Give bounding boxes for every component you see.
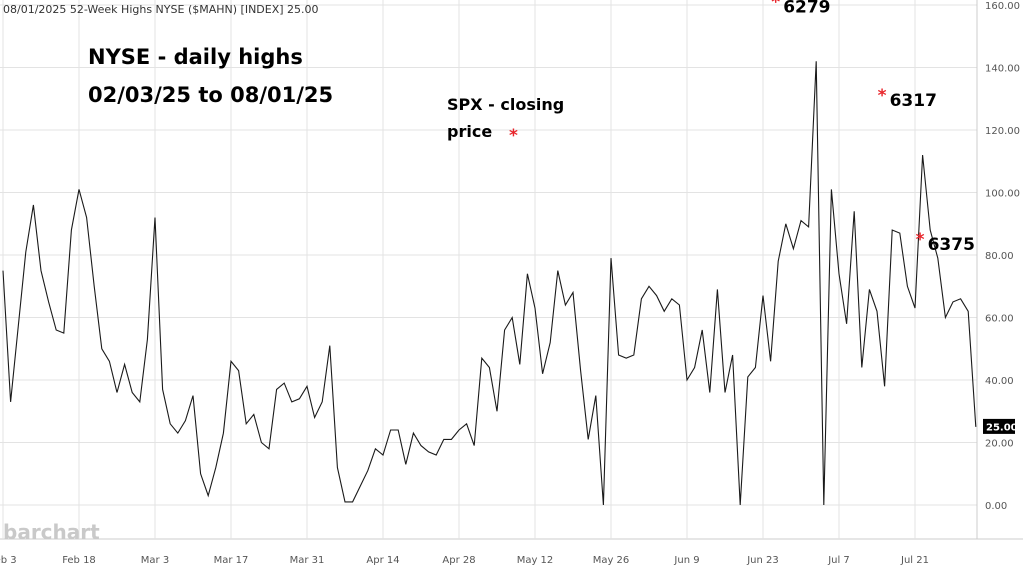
- annotation-marker: *: [878, 86, 887, 106]
- y-tick-label: 20.00: [985, 439, 1014, 450]
- x-tick-label: Apr 28: [442, 555, 475, 566]
- y-tick-label: 160.00: [985, 1, 1020, 12]
- x-tick-label: Feb 18: [62, 555, 96, 566]
- x-tick-label: Mar 17: [214, 555, 249, 566]
- last-value-box: [983, 418, 1015, 434]
- y-tick-label: 120.00: [985, 126, 1020, 137]
- last-value-badge: 25.00: [983, 418, 1018, 434]
- series-line: [2, 61, 977, 506]
- y-axis: 0.00 20.00 40.00 60.00 80.00 100.00 120.00 140.…: [985, 1, 1020, 512]
- annotation-label: 6375: [928, 235, 975, 255]
- x-tick-label: Apr 14: [366, 555, 399, 566]
- y-tick-label: 60.00: [985, 314, 1014, 325]
- grid-layer: [0, 0, 1023, 540]
- title-line-1: NYSE - daily highs: [88, 45, 303, 69]
- last-value-label: 25.00: [986, 422, 1018, 433]
- legend-line-2: price: [447, 122, 492, 141]
- x-tick-label: Jul 21: [900, 555, 929, 566]
- annotations: * 6279* 6317* 6375: [771, 0, 975, 255]
- x-tick-label: Jul 7: [827, 555, 850, 566]
- y-tick-label: 40.00: [985, 376, 1014, 387]
- x-tick-label: Jun 23: [746, 555, 779, 566]
- legend-line-1: SPX - closing: [447, 95, 564, 114]
- annotation-label: 6279: [783, 0, 830, 17]
- x-tick-label: Feb 3: [0, 555, 17, 566]
- chart-header: 08/01/2025 52-Week Highs NYSE ($MAHN) [I…: [3, 3, 319, 16]
- title-line-2: 02/03/25 to 08/01/25: [88, 83, 333, 107]
- y-tick-label: 140.00: [985, 64, 1020, 75]
- y-tick-label: 100.00: [985, 189, 1020, 200]
- annotation-label: 6317: [890, 91, 937, 111]
- x-tick-label: Jun 9: [673, 555, 699, 566]
- legend-marker: *: [509, 126, 518, 146]
- x-tick-label: Mar 31: [290, 555, 325, 566]
- x-tick-label: May 26: [593, 555, 630, 566]
- annotation-marker: *: [916, 230, 925, 250]
- annotation-marker: *: [771, 0, 780, 12]
- y-tick-label: 0.00: [985, 501, 1007, 512]
- x-axis: Feb 3 Feb 18 Mar 3 Mar 17 Mar 31 Apr 14 Apr 28…: [0, 555, 929, 566]
- x-tick-label: May 12: [517, 555, 554, 566]
- barchart-watermark: barchart: [3, 520, 100, 544]
- y-tick-label: 80.00: [985, 251, 1014, 262]
- x-tick-label: Mar 3: [141, 555, 169, 566]
